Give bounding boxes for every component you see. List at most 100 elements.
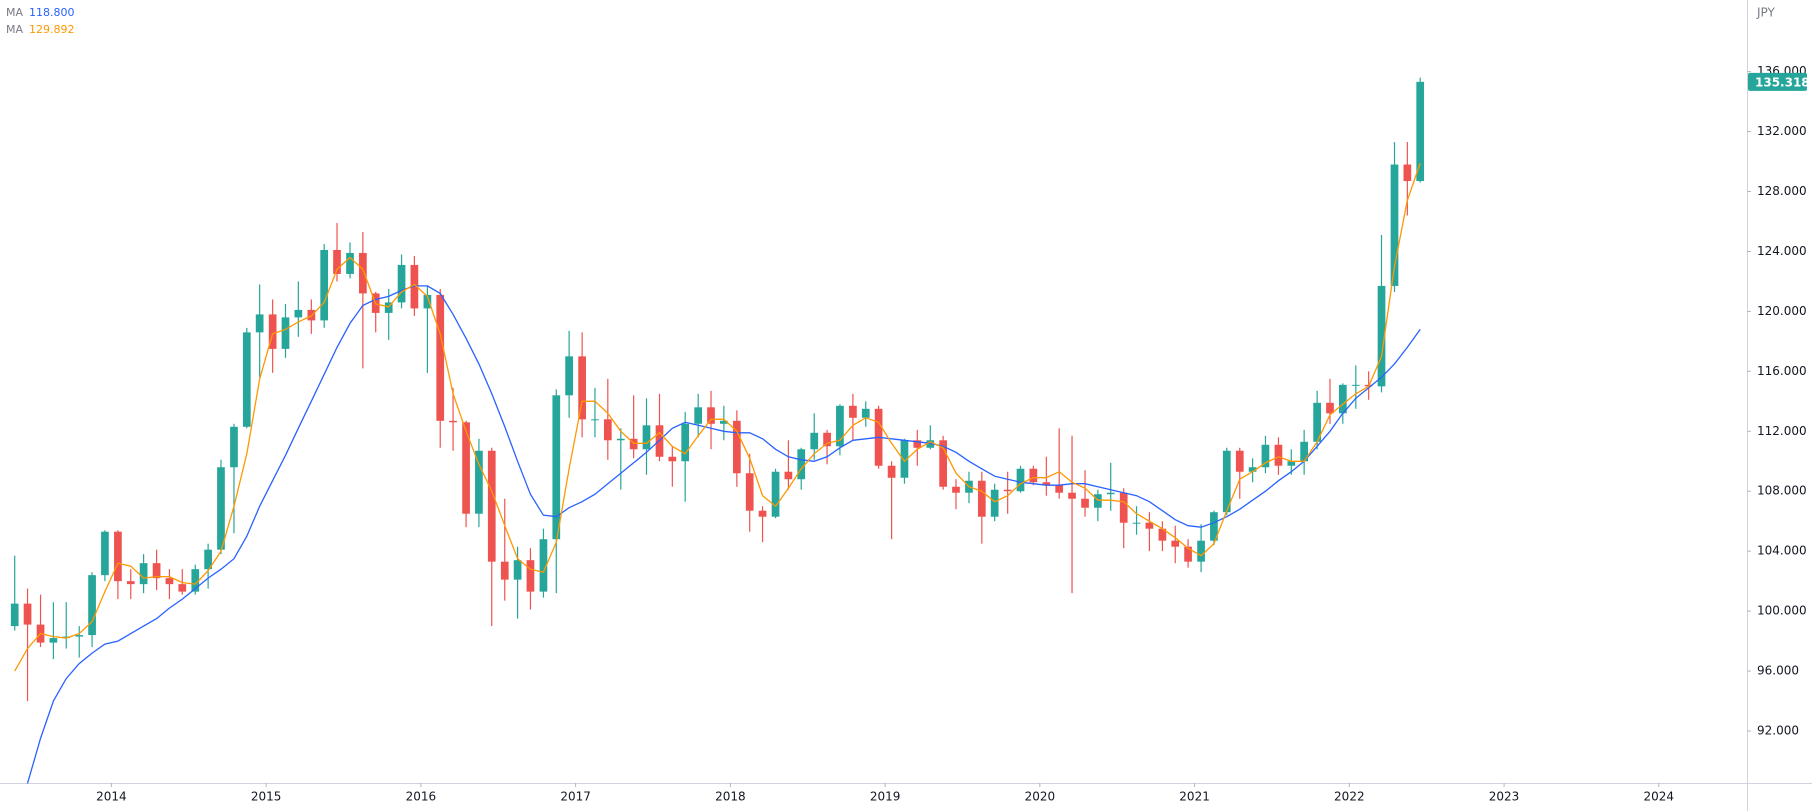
- candle-body: [1016, 468, 1025, 492]
- candle-body: [62, 636, 71, 639]
- candle-body: [849, 405, 857, 418]
- candle-body: [668, 456, 677, 462]
- candle-body: [397, 264, 406, 303]
- candle-body: [1300, 441, 1308, 462]
- candle-body: [49, 638, 58, 643]
- candle-body: [861, 408, 870, 418]
- candle-body: [745, 473, 754, 511]
- x-tick-label: 2016: [406, 790, 437, 804]
- candle-body: [1287, 461, 1296, 466]
- candle-body: [88, 575, 96, 636]
- candle-body: [1403, 164, 1412, 182]
- legend-value: 118.800: [29, 6, 75, 19]
- y-tick-label: 128.000: [1757, 184, 1807, 198]
- candle-body: [1261, 444, 1270, 468]
- x-tick-label: 2018: [715, 790, 746, 804]
- candle-body: [823, 432, 831, 447]
- candle-body: [1416, 81, 1425, 182]
- candle-body: [268, 314, 277, 349]
- legend-value: 129.892: [29, 23, 75, 36]
- candle-body: [539, 539, 548, 592]
- y-tick-label: 104.000: [1757, 544, 1807, 558]
- candle-body: [887, 465, 896, 478]
- candle-body: [836, 405, 844, 447]
- candle-body: [694, 407, 703, 424]
- candle-body: [990, 489, 999, 517]
- candle-body: [1390, 164, 1399, 286]
- candle-body: [810, 432, 819, 450]
- candle-body: [552, 395, 561, 540]
- candle-body: [952, 486, 960, 493]
- candle-body: [771, 471, 780, 517]
- candle-body: [913, 440, 922, 448]
- legend-name: MA: [6, 6, 23, 19]
- candle-body: [758, 510, 767, 517]
- candle-body: [977, 480, 986, 517]
- candle-body: [191, 569, 200, 592]
- candle-body: [642, 425, 651, 450]
- candle-body: [629, 438, 638, 450]
- x-tick-label: 2024: [1644, 790, 1675, 804]
- candle-body: [926, 440, 935, 448]
- candle-body: [75, 635, 84, 637]
- y-tick-label: 116.000: [1757, 364, 1807, 378]
- candle-body: [1042, 482, 1051, 486]
- candle-body: [784, 471, 793, 480]
- candle-body: [126, 581, 135, 585]
- x-tick-label: 2014: [96, 790, 127, 804]
- y-tick-label: 100.000: [1757, 604, 1807, 618]
- candle-body: [1132, 522, 1141, 524]
- candle-body: [1094, 494, 1102, 508]
- candle-body: [616, 438, 625, 441]
- candle-body: [1081, 498, 1089, 508]
- candle-body: [1068, 492, 1076, 499]
- y-tick-label: 120.000: [1757, 304, 1807, 318]
- candle-body: [707, 407, 715, 424]
- y-tick-label: 132.000: [1757, 124, 1807, 138]
- candle-body: [939, 440, 947, 487]
- candle-body: [333, 249, 341, 274]
- candle-body: [1119, 492, 1128, 523]
- candle-body: [242, 332, 251, 427]
- legend-name: MA: [6, 23, 23, 36]
- y-tick-label: 92.000: [1757, 723, 1799, 737]
- candle-body: [1029, 468, 1038, 483]
- x-tick-label: 2019: [870, 790, 901, 804]
- last-price-label: 135.318: [1755, 75, 1810, 89]
- candle-body: [23, 603, 32, 625]
- candle-body: [384, 302, 393, 313]
- candle-body: [797, 449, 806, 480]
- last-price-tag: [1748, 72, 1807, 91]
- candle-body: [101, 531, 109, 576]
- candle-body: [565, 356, 573, 396]
- y-tick-label: 112.000: [1757, 424, 1807, 438]
- candle-body: [436, 294, 445, 421]
- candle-body: [139, 563, 148, 585]
- candle-body: [178, 584, 187, 592]
- candle-body: [578, 356, 586, 420]
- candle-body: [1351, 384, 1360, 386]
- candle-body: [526, 560, 535, 592]
- candle-body: [359, 252, 367, 294]
- candle-body: [603, 419, 612, 441]
- candle-body: [152, 563, 161, 579]
- candle-body: [1377, 285, 1386, 387]
- candle-body: [1158, 528, 1167, 541]
- candle-body: [281, 317, 290, 349]
- candle-body: [1313, 402, 1321, 442]
- currency-label: JPY: [1756, 6, 1776, 20]
- candle-body: [1326, 402, 1334, 414]
- y-tick-label: 124.000: [1757, 244, 1807, 258]
- candle-body: [165, 578, 174, 585]
- candle-body: [1145, 522, 1154, 529]
- candle-body: [1248, 467, 1257, 472]
- x-tick-label: 2023: [1489, 790, 1520, 804]
- y-tick-label: 96.000: [1757, 664, 1799, 678]
- candle-body: [1003, 489, 1012, 492]
- candle-body: [255, 314, 264, 333]
- candle-body: [1055, 485, 1064, 493]
- candle-body: [410, 264, 419, 309]
- candle-body: [681, 423, 690, 462]
- candle-body: [487, 450, 496, 562]
